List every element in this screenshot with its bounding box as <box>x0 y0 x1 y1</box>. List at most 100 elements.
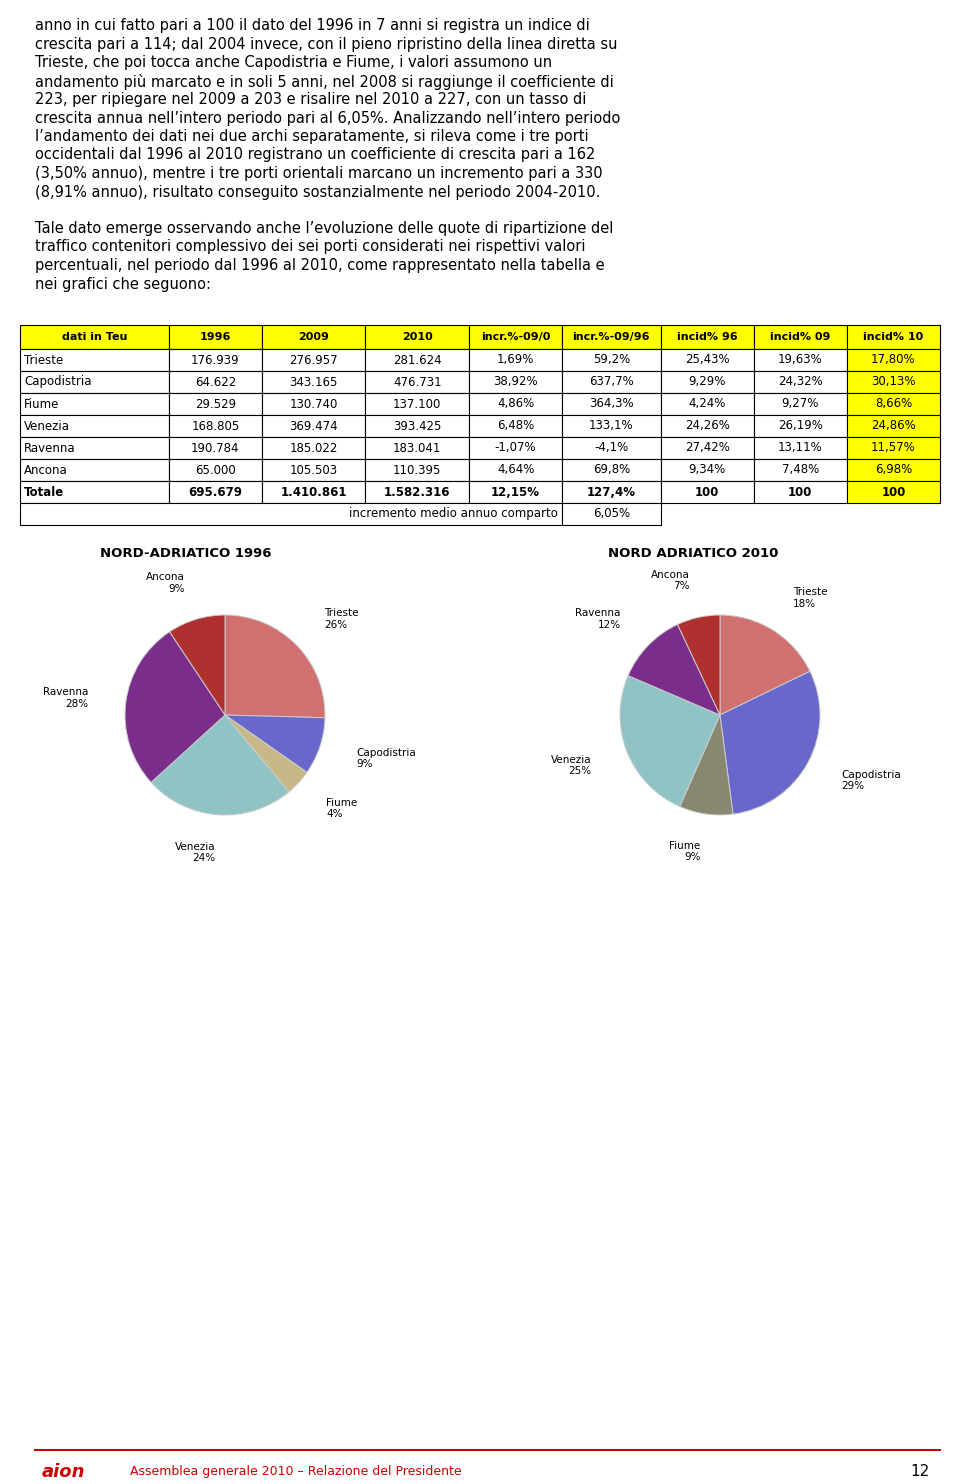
Text: 190.784: 190.784 <box>191 442 240 454</box>
Text: 223, per ripiegare nel 2009 a 203 e risalire nel 2010 a 227, con un tasso di: 223, per ripiegare nel 2009 a 203 e risa… <box>35 92 587 107</box>
Bar <box>169 325 262 349</box>
Text: 105.503: 105.503 <box>290 463 338 476</box>
Bar <box>20 371 169 393</box>
Bar <box>847 481 940 503</box>
Text: aion: aion <box>42 1463 85 1481</box>
Text: 24,26%: 24,26% <box>684 420 730 432</box>
Wedge shape <box>720 614 810 715</box>
Text: 100: 100 <box>881 485 905 499</box>
Text: 9,27%: 9,27% <box>781 398 819 411</box>
Bar <box>660 436 754 459</box>
Text: 24,32%: 24,32% <box>778 375 823 389</box>
Bar <box>366 481 469 503</box>
Text: Ancona: Ancona <box>24 463 68 476</box>
Text: 29.529: 29.529 <box>195 398 236 411</box>
Text: Trieste: Trieste <box>24 353 63 367</box>
Text: Trieste
26%: Trieste 26% <box>324 608 358 629</box>
Text: 185.022: 185.022 <box>290 442 338 454</box>
Bar <box>469 459 563 481</box>
Bar <box>754 349 847 371</box>
Bar <box>169 436 262 459</box>
Bar <box>563 503 660 525</box>
Text: 276.957: 276.957 <box>289 353 338 367</box>
Bar <box>469 416 563 436</box>
Text: 1,69%: 1,69% <box>497 353 535 367</box>
Text: Ravenna
28%: Ravenna 28% <box>42 687 88 709</box>
Text: 9,34%: 9,34% <box>688 463 726 476</box>
Bar <box>169 393 262 416</box>
Text: anno in cui fatto pari a 100 il dato del 1996 in 7 anni si registra un indice di: anno in cui fatto pari a 100 il dato del… <box>35 18 589 33</box>
Text: 100: 100 <box>788 485 812 499</box>
Bar <box>366 416 469 436</box>
Bar <box>563 416 660 436</box>
Text: percentuali, nel periodo dal 1996 al 2010, come rappresentato nella tabella e: percentuali, nel periodo dal 1996 al 201… <box>35 258 605 273</box>
Bar <box>563 393 660 416</box>
Text: nei grafici che seguono:: nei grafici che seguono: <box>35 276 211 291</box>
Text: 27,42%: 27,42% <box>684 442 730 454</box>
Wedge shape <box>125 632 225 782</box>
Text: 1.410.861: 1.410.861 <box>280 485 347 499</box>
Bar <box>169 349 262 371</box>
Text: Capodistria
9%: Capodistria 9% <box>356 748 416 769</box>
Text: Trieste
18%: Trieste 18% <box>793 588 828 608</box>
Text: 369.474: 369.474 <box>289 420 338 432</box>
Text: Ancona
9%: Ancona 9% <box>146 573 185 594</box>
Text: Fiume
4%: Fiume 4% <box>326 798 358 819</box>
Text: 695.679: 695.679 <box>188 485 242 499</box>
Bar <box>847 325 940 349</box>
Text: (8,91% annuo), risultato conseguito sostanzialmente nel periodo 2004-2010.: (8,91% annuo), risultato conseguito sost… <box>35 184 600 199</box>
Text: 4,64%: 4,64% <box>497 463 535 476</box>
Bar <box>563 481 660 503</box>
Bar <box>20 393 169 416</box>
Text: Assemblea generale 2010 – Relazione del Presidente: Assemblea generale 2010 – Relazione del … <box>130 1466 462 1478</box>
Text: dati in Teu: dati in Teu <box>61 332 127 341</box>
Bar <box>660 349 754 371</box>
Text: 6,98%: 6,98% <box>875 463 912 476</box>
Bar <box>262 416 366 436</box>
Text: 6,48%: 6,48% <box>497 420 534 432</box>
Text: Venezia: Venezia <box>24 420 70 432</box>
Bar <box>847 371 940 393</box>
Text: incremento medio annuo comparto: incremento medio annuo comparto <box>349 508 558 521</box>
Bar <box>169 371 262 393</box>
Text: 130.740: 130.740 <box>290 398 338 411</box>
Text: 476.731: 476.731 <box>393 375 442 389</box>
Bar <box>563 371 660 393</box>
Bar <box>366 436 469 459</box>
Bar <box>469 325 563 349</box>
Wedge shape <box>225 715 325 772</box>
Text: 24,86%: 24,86% <box>871 420 916 432</box>
Bar <box>660 481 754 503</box>
Bar <box>366 349 469 371</box>
Bar <box>563 349 660 371</box>
Text: 69,8%: 69,8% <box>592 463 630 476</box>
Text: incr.%-09/96: incr.%-09/96 <box>572 332 650 341</box>
Bar <box>847 416 940 436</box>
Bar <box>563 459 660 481</box>
Wedge shape <box>620 675 720 806</box>
Text: 13,11%: 13,11% <box>778 442 823 454</box>
Bar <box>469 393 563 416</box>
Text: 12: 12 <box>911 1465 930 1480</box>
Bar <box>20 459 169 481</box>
Text: Ravenna
12%: Ravenna 12% <box>575 608 621 629</box>
Bar <box>262 459 366 481</box>
Text: 65.000: 65.000 <box>195 463 236 476</box>
Text: Tale dato emerge osservando anche l’evoluzione delle quote di ripartizione del: Tale dato emerge osservando anche l’evol… <box>35 221 613 236</box>
Text: 64.622: 64.622 <box>195 375 236 389</box>
Text: 110.395: 110.395 <box>393 463 442 476</box>
Text: 7,48%: 7,48% <box>781 463 819 476</box>
Text: 38,92%: 38,92% <box>493 375 538 389</box>
Text: NORD ADRIATICO 2010: NORD ADRIATICO 2010 <box>608 548 778 559</box>
Bar <box>20 349 169 371</box>
Bar <box>20 416 169 436</box>
Wedge shape <box>628 625 720 715</box>
Bar <box>262 481 366 503</box>
Bar <box>754 371 847 393</box>
Text: 17,80%: 17,80% <box>871 353 916 367</box>
Bar <box>169 481 262 503</box>
Bar <box>660 459 754 481</box>
Text: 26,19%: 26,19% <box>778 420 823 432</box>
Bar <box>20 503 563 525</box>
Text: Capodistria: Capodistria <box>24 375 91 389</box>
